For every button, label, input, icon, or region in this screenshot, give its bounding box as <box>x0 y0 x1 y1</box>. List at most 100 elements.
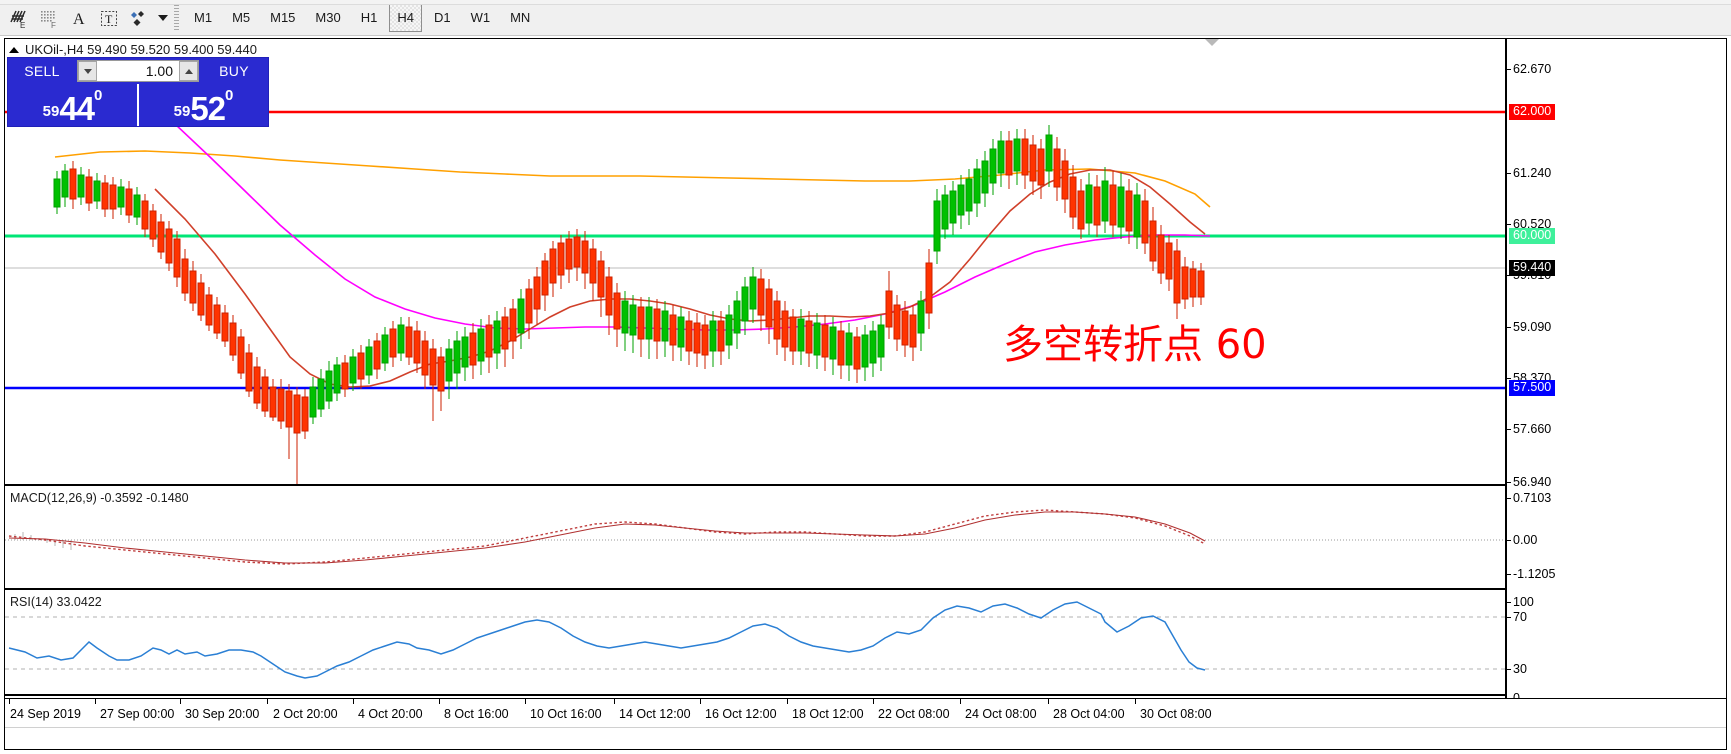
macd-tick-zero: 0.00 <box>1506 533 1538 547</box>
price-tick-59090: 59.090 <box>1506 320 1552 334</box>
timeframe-m5[interactable]: M5 <box>224 4 258 32</box>
volume-decrease-button[interactable] <box>78 61 97 81</box>
volume-input[interactable]: 1.00 <box>145 63 173 79</box>
timeframe-w1[interactable]: W1 <box>463 4 499 32</box>
macd-tick-max: 0.7103 <box>1506 491 1552 505</box>
chart-symbol-header: UKOil-,H4 59.490 59.520 59.400 59.440 <box>9 42 257 57</box>
grid-glyph: F <box>41 10 56 29</box>
toolbar-upper-strip <box>0 0 1731 5</box>
time-scale[interactable]: 24 Sep 2019 27 Sep 00:00 30 Sep 20:00 2 … <box>5 698 1726 749</box>
toolbar-grip[interactable] <box>174 4 179 31</box>
time-tick-11: 24 Oct 08:00 <box>965 707 1037 721</box>
sell-button[interactable]: SELL <box>8 58 76 84</box>
price-tick-60520: 60.520 <box>1506 217 1552 231</box>
macd-signal-line <box>8 511 1206 564</box>
timeframe-m30[interactable]: M30 <box>307 4 348 32</box>
rsi-pane[interactable]: RSI(14) 33.0422 <box>5 592 1505 696</box>
time-tick-2: 30 Sep 20:00 <box>185 707 260 721</box>
timeframe-m15-label: M15 <box>270 10 296 25</box>
price-tick-62670: 62.670 <box>1506 62 1552 76</box>
time-tick-13: 30 Oct 08:00 <box>1140 707 1212 721</box>
time-tick-5: 8 Oct 16:00 <box>444 707 509 721</box>
time-tick-8: 16 Oct 12:00 <box>705 707 777 721</box>
sell-button-label: SELL <box>24 63 60 79</box>
one-click-trading-panel[interactable]: SELL 1.00 BUY 59 44 <box>7 57 269 127</box>
support-price-tag: 57.500 <box>1509 380 1556 396</box>
timeframe-mn[interactable]: MN <box>502 4 538 32</box>
ma-orange-line <box>54 150 1211 208</box>
buy-price-big: 52 <box>190 90 226 127</box>
buy-price-lead: 59 <box>173 103 191 120</box>
timeframe-m1-label: M1 <box>194 10 213 25</box>
chevron-up-icon <box>184 68 193 74</box>
scroll-position-marker-icon <box>1205 39 1219 46</box>
price-pane[interactable]: 多空转折点 60 <box>5 39 1505 486</box>
expert-advisor-glyph: E <box>10 10 26 29</box>
volume-increase-button[interactable] <box>179 61 198 81</box>
time-tick-10: 22 Oct 08:00 <box>878 707 950 721</box>
rsi-tick-70: 70 <box>1507 610 1527 624</box>
time-tick-3: 2 Oct 20:00 <box>273 707 338 721</box>
time-tick-9: 18 Oct 12:00 <box>792 707 864 721</box>
letter-a-glyph: A <box>73 11 85 28</box>
objects-dropdown-arrow-icon[interactable] <box>155 3 171 33</box>
timeframe-h4[interactable]: H4 <box>389 3 422 32</box>
time-scale-divider <box>5 727 1726 728</box>
sell-price-big: 44 <box>59 90 95 127</box>
rsi-line <box>8 601 1206 679</box>
pivot-price-tag: 60.000 <box>1509 228 1556 244</box>
chart-annotation-text: 多空转折点 60 <box>1003 322 1267 368</box>
macd-indicator-label: MACD(12,26,9) -0.3592 -0.1480 <box>10 491 189 505</box>
price-tick-56940: 56.940 <box>1506 475 1552 489</box>
time-tick-12: 28 Oct 04:00 <box>1053 707 1125 721</box>
timeframe-m5-label: M5 <box>232 10 251 25</box>
price-chart-canvas <box>5 98 1505 484</box>
buy-button[interactable]: BUY <box>200 58 268 84</box>
timeframe-h1[interactable]: H1 <box>353 4 386 32</box>
rsi-tick-100: 100 <box>1507 595 1534 609</box>
shapes-glyph <box>131 10 144 26</box>
text-box-icon[interactable]: T <box>95 3 123 33</box>
candlestick-series <box>53 125 1205 484</box>
buy-button-label: BUY <box>219 63 249 79</box>
chart-area[interactable]: UKOil-,H4 59.490 59.520 59.400 59.440 <box>4 38 1727 750</box>
sell-price-sup: 0 <box>94 87 103 104</box>
buy-price-display[interactable]: 59 52 0 <box>137 84 268 126</box>
time-tick-0: 24 Sep 2019 <box>10 707 81 721</box>
price-tick-57660: 57.660 <box>1506 422 1552 436</box>
timeframe-m1[interactable]: M1 <box>186 4 220 32</box>
time-tick-1: 27 Sep 00:00 <box>100 707 175 721</box>
grid-icon[interactable]: F <box>35 3 63 33</box>
text-box-glyph: T <box>101 10 117 26</box>
ma-red-line <box>154 169 1206 388</box>
time-tick-7: 14 Oct 12:00 <box>619 707 691 721</box>
text-label-icon[interactable]: A <box>65 3 93 33</box>
timeframe-h1-label: H1 <box>360 10 378 25</box>
timeframe-d1[interactable]: D1 <box>426 4 459 32</box>
objects-list-icon[interactable] <box>125 3 153 33</box>
chart-symbol-ohlc-text: UKOil-,H4 59.490 59.520 59.400 59.440 <box>25 42 258 57</box>
macd-tick-min: -1.1205 <box>1506 567 1556 581</box>
price-scale[interactable]: 62.670 61.240 60.520 59.810 59.090 58.37… <box>1505 39 1726 749</box>
timeframe-mn-label: MN <box>510 10 531 25</box>
collapse-caret-icon[interactable] <box>9 46 19 53</box>
time-tick-4: 4 Oct 20:00 <box>358 707 423 721</box>
chevron-down-icon <box>83 68 92 74</box>
one-click-trading-prices: 59 44 0 59 52 0 <box>8 84 268 126</box>
rsi-indicator-label: RSI(14) 33.0422 <box>10 595 102 609</box>
svg-text:A: A <box>73 11 85 28</box>
rsi-tick-30: 30 <box>1507 662 1527 676</box>
sell-price-lead: 59 <box>42 103 60 120</box>
expert-advisor-icon[interactable]: E <box>5 3 33 33</box>
macd-main-line <box>8 509 1206 565</box>
volume-stepper[interactable]: 1.00 <box>77 60 199 82</box>
main-toolbar: E F <box>0 0 1731 36</box>
macd-pane[interactable]: MACD(12,26,9) -0.3592 -0.1480 <box>5 488 1505 590</box>
last-price-tag: 59.440 <box>1509 260 1556 276</box>
svg-text:E: E <box>20 21 25 29</box>
resistance-price-tag: 62.000 <box>1509 104 1556 120</box>
one-click-trading-controls: SELL 1.00 BUY <box>8 58 268 84</box>
timeframe-m15[interactable]: M15 <box>262 4 303 32</box>
sell-price-display[interactable]: 59 44 0 <box>8 84 137 126</box>
timeframe-d1-label: D1 <box>433 10 451 25</box>
